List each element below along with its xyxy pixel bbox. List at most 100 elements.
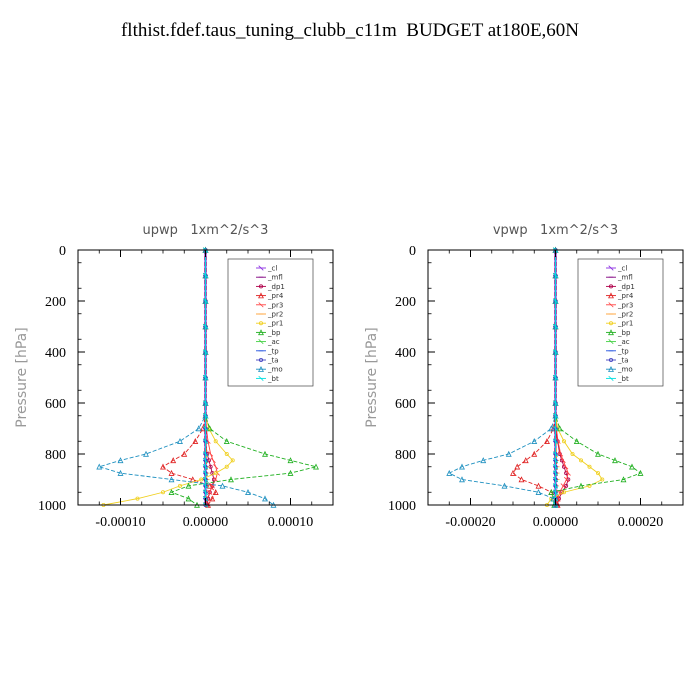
data-point-bt [202, 470, 209, 476]
data-point-pr1 [230, 458, 235, 463]
data-point-mo [117, 469, 124, 476]
data-point-pr1 [562, 490, 567, 495]
legend-marker [258, 265, 264, 271]
y-axis-label: Pressure [hPa] [14, 327, 30, 427]
data-point-bt [202, 451, 209, 457]
legend-label: _ta [617, 357, 629, 365]
data-point-bp [185, 482, 192, 489]
legend-marker [609, 357, 614, 362]
legend-label: _tp [267, 347, 279, 355]
data-point-pr1 [562, 439, 567, 444]
legend-label: _mfl [617, 274, 633, 282]
data-point-mo [480, 457, 487, 464]
data-point-pr3 [560, 483, 566, 489]
data-point-pr3 [563, 464, 569, 470]
data-point-bp [313, 463, 319, 470]
legend-label: _pr4 [267, 292, 284, 300]
data-point-bt [552, 464, 559, 470]
data-point-bp [548, 489, 555, 495]
legend-label: _mfl [267, 274, 283, 282]
data-point-mo [177, 438, 183, 444]
y-tick-label: 0 [59, 244, 66, 259]
data-point-bp [185, 495, 192, 502]
x-tick-label: -0.00020 [445, 515, 495, 530]
data-point-bt [202, 298, 209, 304]
data-point-mo [168, 476, 175, 483]
data-point-bp [629, 463, 635, 470]
data-point-bt [202, 323, 209, 330]
legend-marker [258, 284, 263, 289]
legend-label: _ac [267, 338, 280, 346]
legend-label: _pr4 [617, 292, 634, 300]
series-line-pr1 [103, 250, 234, 506]
data-point-dp1 [564, 483, 569, 488]
legend-marker [608, 265, 614, 271]
data-point-bt [552, 374, 559, 381]
chart-panel-upwp: upwp 1xm^2/s^3 Pressure [hPa] -0.00010 0.00… [14, 223, 334, 530]
y-tick-label: 200 [45, 295, 66, 310]
legend-label: _bt [267, 375, 279, 383]
data-point-bt [202, 349, 209, 355]
x-tick-label: 0.00010 [268, 515, 314, 530]
y-tick-label: 800 [395, 448, 416, 463]
data-point-pr3 [208, 451, 214, 457]
legend-marker [608, 339, 614, 345]
legend-marker [609, 321, 614, 326]
data-point-mo [245, 489, 251, 495]
data-point-bt [202, 400, 209, 406]
data-point-pr4 [209, 495, 216, 502]
data-point-bt [202, 489, 209, 495]
legend-marker [258, 339, 264, 345]
data-point-bt [552, 425, 559, 432]
data-point-mo [195, 425, 202, 432]
data-point-bt [202, 476, 209, 483]
data-point-pr4 [168, 469, 175, 476]
data-point-pr4 [531, 450, 538, 457]
y-tick-label: 1000 [388, 499, 416, 514]
data-point-pr4 [544, 438, 550, 444]
legend-label: _pr1 [267, 320, 283, 328]
legend-label: _mo [267, 366, 283, 374]
data-point-bt [552, 323, 559, 330]
data-point-mo [96, 463, 103, 470]
legend-box [577, 258, 664, 387]
x-tick-label: 0.00000 [533, 515, 579, 530]
chart-title: vpwp 1xm^2/s^3 [493, 223, 618, 238]
y-axis-label: Pressure [hPa] [364, 327, 380, 427]
data-point-pr1 [224, 451, 229, 456]
data-point-bt [552, 476, 559, 483]
data-point-pr1 [177, 483, 182, 488]
data-point-bt [202, 464, 209, 470]
data-point-pr1 [596, 471, 601, 476]
data-point-pr4 [514, 463, 521, 470]
data-point-bp [168, 489, 175, 495]
data-point-mo [501, 482, 508, 489]
y-tick-label: 800 [45, 448, 66, 463]
data-point-pr3 [213, 476, 219, 483]
legend: _cl_mfl_dp1_pr4_pr3_pr2_pr1_bp_ac_tp_ta_… [227, 258, 314, 387]
plot-area [446, 246, 644, 508]
legend-label: _pr3 [267, 301, 283, 309]
data-point-pr1 [587, 464, 592, 469]
data-point-pr3 [563, 476, 570, 483]
data-point-bp [573, 438, 580, 444]
data-point-bt [552, 457, 559, 463]
x-tick-label: -0.00010 [95, 515, 145, 530]
data-point-bp [578, 482, 584, 489]
legend-marker [608, 329, 614, 336]
data-point-bp [556, 425, 563, 432]
legend-box [227, 258, 314, 387]
legend-label: _cl [617, 265, 627, 273]
series-line-bp [550, 250, 642, 506]
data-point-mo [117, 457, 124, 464]
data-point-bp [223, 438, 230, 444]
data-point-bt [202, 438, 209, 444]
data-point-pr1 [224, 464, 229, 469]
series-line-pr4 [162, 250, 217, 506]
data-point-mo [143, 450, 149, 457]
series-line-pr4 [512, 250, 559, 505]
y-tick-label: 400 [395, 346, 416, 361]
data-point-bt [552, 451, 559, 457]
legend-label: _bp [617, 329, 631, 337]
